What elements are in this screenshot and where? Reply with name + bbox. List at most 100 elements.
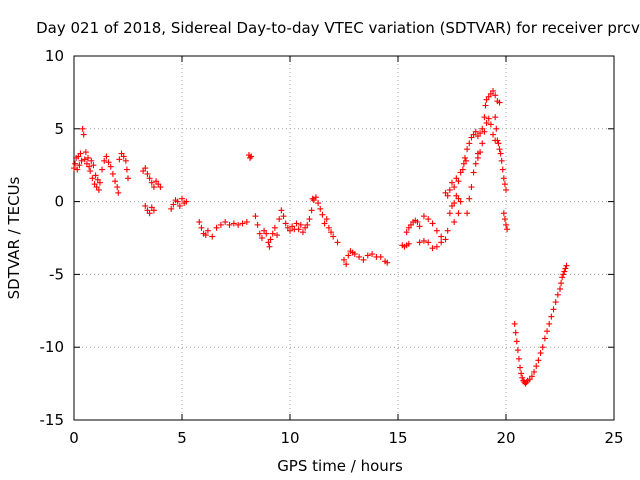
data-point [109, 170, 116, 177]
data-point [345, 252, 352, 259]
data-point [170, 201, 177, 208]
data-point [81, 156, 88, 163]
x-tick-label: 5 [177, 429, 187, 447]
data-point [496, 146, 503, 153]
data-point [266, 243, 273, 250]
data-point [150, 184, 157, 191]
data-point [202, 232, 209, 239]
data-point [76, 162, 83, 169]
data-point [85, 154, 92, 161]
data-point [321, 220, 328, 227]
data-point [114, 184, 121, 191]
data-point [258, 235, 265, 241]
data-point [514, 347, 521, 354]
data-point [517, 364, 524, 371]
data-point [351, 251, 358, 258]
data-point [280, 213, 287, 220]
data-point [196, 218, 203, 225]
data-point [278, 207, 285, 214]
data-point [377, 253, 384, 260]
data-point [455, 210, 462, 217]
data-point [464, 210, 471, 217]
data-point [276, 216, 283, 223]
data-point [560, 271, 567, 278]
data-point [446, 186, 453, 193]
data-point [304, 221, 311, 228]
data-point [461, 154, 468, 161]
data-point [263, 230, 270, 237]
data-point [466, 195, 473, 202]
x-tick-label: 15 [388, 429, 407, 447]
data-point [457, 198, 464, 205]
axis-ticks: 0 5 10 15 20 25 10 5 0 -5 -10 -15 [40, 47, 624, 447]
data-point [79, 125, 86, 132]
data-point [312, 194, 319, 201]
data-point [77, 150, 84, 157]
data-point [485, 115, 492, 122]
x-axis-label: GPS time / hours [277, 457, 403, 475]
data-point [254, 221, 261, 228]
data-point [563, 262, 570, 269]
data-point [142, 202, 149, 209]
data-point [513, 338, 520, 345]
data-point [146, 210, 153, 217]
data-point [334, 239, 341, 246]
data-point [512, 329, 519, 336]
data-point [544, 328, 551, 335]
data-point [287, 227, 293, 234]
data-point [146, 175, 153, 182]
data-point [446, 210, 453, 217]
data-point [438, 239, 445, 246]
data-point [86, 163, 93, 170]
x-tick-label: 25 [604, 429, 623, 447]
data-point [369, 251, 376, 258]
data-point [511, 320, 518, 327]
data-point [243, 218, 250, 225]
data-point [107, 163, 114, 170]
data-point [416, 223, 423, 230]
y-tick-label: 10 [45, 47, 64, 65]
data-point [88, 157, 95, 164]
data-point [429, 220, 436, 227]
data-point [515, 355, 522, 362]
data-point [330, 233, 337, 240]
data-point [226, 221, 233, 228]
data-point [174, 198, 181, 205]
data-points [71, 87, 570, 387]
data-point [267, 236, 274, 243]
data-point [150, 207, 157, 214]
data-point [252, 213, 259, 220]
data-point [433, 227, 440, 234]
data-point [548, 313, 555, 320]
data-point [78, 157, 85, 164]
data-point [105, 159, 112, 166]
data-point [425, 239, 432, 246]
y-tick-label: -10 [40, 338, 65, 356]
data-point [477, 130, 484, 137]
data-point [142, 165, 149, 172]
data-point [95, 186, 102, 193]
data-point [247, 154, 254, 161]
data-point [554, 291, 561, 298]
data-point [328, 229, 335, 236]
data-point [490, 131, 497, 138]
y-tick-label: -5 [49, 265, 64, 283]
data-point [552, 299, 559, 306]
data-point [535, 357, 542, 364]
data-point [403, 229, 410, 236]
data-point [474, 150, 481, 157]
data-point [235, 221, 242, 228]
data-point [115, 189, 122, 196]
data-point [323, 216, 330, 223]
y-tick-label: -15 [40, 411, 65, 429]
data-point [449, 179, 455, 186]
data-point [533, 363, 540, 370]
grid-lines [74, 56, 614, 420]
data-point [96, 179, 103, 186]
data-point [271, 224, 278, 231]
data-point [539, 344, 546, 351]
data-point [557, 285, 563, 292]
data-point [120, 153, 127, 160]
data-point [468, 184, 475, 191]
